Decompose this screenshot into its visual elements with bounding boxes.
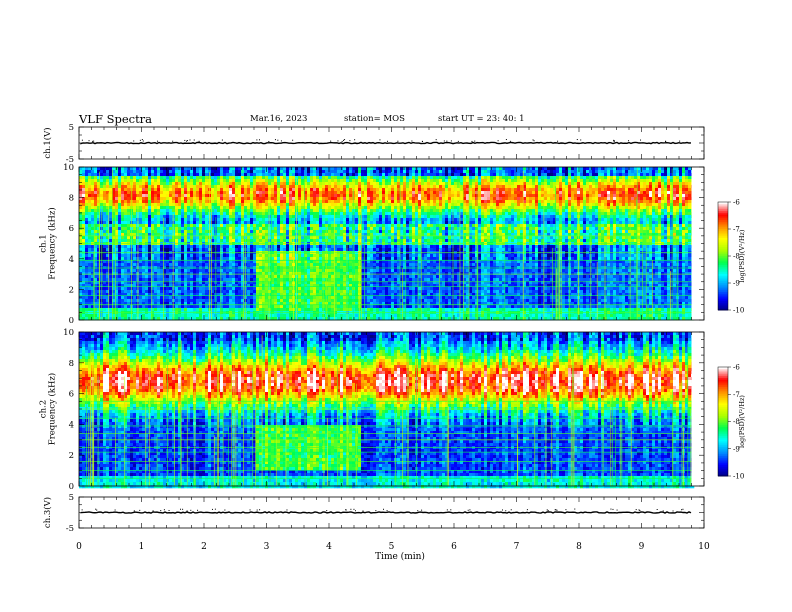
- x-tick-label: 4: [326, 542, 332, 552]
- y-axis-label: Frequency (kHz): [47, 373, 58, 445]
- y-tick-label: 0: [69, 482, 74, 492]
- colorbar-tick-label: -9: [733, 445, 740, 453]
- colorbar-tick-label: -9: [733, 280, 740, 288]
- colorbar-tick-label: -8: [733, 253, 740, 261]
- colorbar-label: log(PSD)(V²/Hz): [738, 229, 746, 282]
- y-tick-label: 4: [69, 255, 74, 265]
- colorbar-label: log(PSD)(V²/Hz): [738, 395, 746, 448]
- x-tick-label: 6: [451, 542, 457, 552]
- x-tick-label: 10: [698, 542, 710, 552]
- ch3-waveform-panel: 5 -5 ch.3(V): [42, 493, 705, 534]
- x-tick-label: 0: [76, 542, 82, 552]
- x-tick-label: 5: [389, 542, 395, 552]
- colorbar-ch2: -6 -7 -8 -9 -10 log(PSD)(V²/Hz): [717, 364, 746, 481]
- x-tick-label: 9: [639, 542, 645, 552]
- y-axis-label: ch.3(V): [42, 497, 53, 528]
- colorbar-tick-label: -6: [733, 199, 740, 207]
- y-tick-label: -5: [66, 155, 74, 165]
- impulsive-spikes: [93, 168, 678, 320]
- x-axis-label: Time (min): [375, 551, 425, 562]
- y-tick-label: 4: [69, 420, 74, 430]
- x-tick-label: 1: [139, 542, 145, 552]
- y-tick-label: -5: [66, 524, 74, 534]
- colorbar-tick-label: -7: [733, 391, 740, 399]
- colorbar-tick-label: -7: [733, 226, 740, 234]
- narrowband-lines: [79, 235, 692, 313]
- x-tick-label: 8: [576, 542, 582, 552]
- y-axis-label: Frequency (kHz): [47, 207, 58, 279]
- y-tick-label: 5: [69, 493, 74, 503]
- station-label: station= MOS: [344, 114, 405, 124]
- figure-title: VLF Spectra: [79, 112, 152, 126]
- x-tick-label: 2: [201, 542, 207, 552]
- y-tick-label: 2: [69, 451, 74, 461]
- y-tick-label: 6: [69, 224, 74, 234]
- impulsive-spikes: [86, 335, 692, 486]
- ch1-waveform-panel: 5 -5 ch.1(V): [42, 123, 705, 165]
- x-tick-label: 7: [514, 542, 520, 552]
- y-tick-label: 5: [69, 123, 74, 133]
- y-tick-label: 10: [63, 163, 74, 173]
- start-ut-label: start UT = 23: 40: 1: [438, 114, 525, 124]
- colorbar-ch1: -6 -7 -8 -9 -10 log(PSD)(V²/Hz): [717, 199, 746, 315]
- colorbar-tick-label: -6: [733, 364, 740, 372]
- y-axis-label: ch.1(V): [42, 127, 53, 158]
- y-tick-label: 10: [63, 328, 74, 338]
- ch1-spectrogram-panel: 0 2 4 6 8 10 ch.1 Frequency (kHz): [39, 163, 705, 326]
- waveform-trace: [80, 141, 692, 145]
- colorbar-tick-label: -8: [733, 418, 740, 426]
- y-axis-label: ch.1: [39, 234, 49, 252]
- y-tick-label: 0: [69, 316, 74, 326]
- y-tick-label: 8: [69, 359, 74, 369]
- colorbar-tick-label: -10: [733, 307, 744, 315]
- y-axis-label: ch.2: [39, 400, 49, 418]
- colorbar-tick-label: -10: [733, 473, 744, 481]
- y-tick-label: 8: [69, 194, 74, 204]
- observation-date: Mar.16, 2023: [250, 114, 307, 124]
- ch2-spectrogram-panel: 0 2 4 6 8 10 ch.2 Frequency (kHz): [39, 328, 705, 492]
- x-tick-label: 3: [264, 542, 270, 552]
- spectrogram-image: [79, 332, 695, 489]
- y-tick-label: 6: [69, 390, 74, 400]
- waveform-trace: [80, 511, 692, 514]
- y-tick-label: 2: [69, 285, 74, 295]
